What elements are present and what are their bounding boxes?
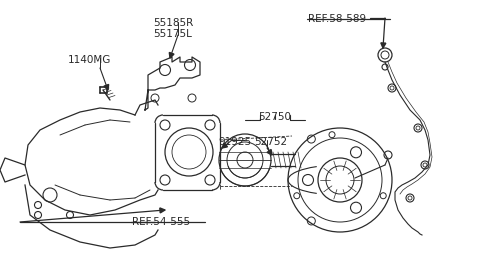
Text: REF.58-589: REF.58-589 [308,14,366,24]
Text: 52752: 52752 [254,137,287,147]
Polygon shape [169,52,174,58]
Polygon shape [160,208,165,213]
Text: REF.54-555: REF.54-555 [132,217,190,227]
Text: 1140MG: 1140MG [68,55,111,65]
Text: 91925: 91925 [218,137,251,147]
Text: 55175L: 55175L [153,29,192,39]
Polygon shape [267,150,272,155]
Text: 52750: 52750 [258,112,291,122]
Polygon shape [104,84,108,90]
Polygon shape [381,43,386,48]
Polygon shape [222,143,228,148]
Text: 55185R: 55185R [153,18,193,28]
